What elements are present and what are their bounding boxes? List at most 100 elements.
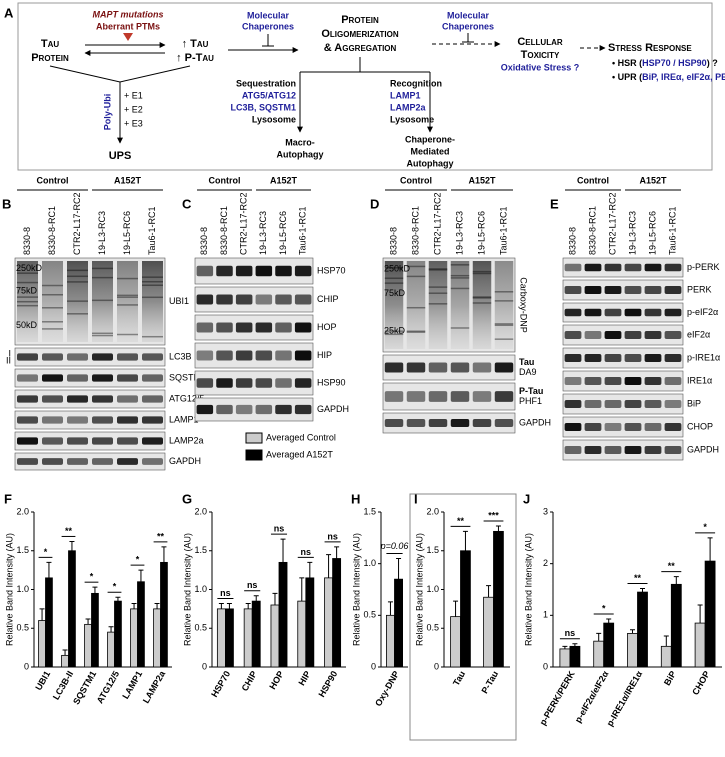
smear [142, 261, 163, 342]
lane-label: 19-L3-RC3 [627, 211, 637, 255]
bar [107, 631, 115, 668]
band [564, 400, 582, 408]
band [624, 286, 642, 294]
lane-label: 8330-8-RC1 [587, 206, 597, 255]
band [142, 458, 163, 465]
bar [45, 577, 53, 668]
band [664, 263, 682, 272]
band [664, 400, 682, 408]
lane-label: CTR2-L17-RC2 [607, 192, 617, 255]
group-label: Control [400, 175, 432, 185]
label: LAMP1 [390, 90, 421, 100]
label: Poly-Ubi [102, 94, 112, 131]
band-label: LC3B [169, 351, 192, 361]
marker-label: 50kD [16, 320, 38, 330]
band [235, 350, 253, 361]
band [67, 281, 88, 283]
band-label: CHIP [317, 294, 339, 304]
band-label: eIF2α [687, 329, 710, 339]
significance-label: * [90, 572, 94, 582]
band [117, 374, 138, 382]
band [142, 416, 163, 424]
significance-label: * [703, 522, 707, 532]
band-label: Carboxy-DNP [519, 277, 529, 333]
band [142, 284, 163, 287]
band [117, 296, 138, 298]
band [564, 308, 582, 317]
label: Aberrant PTMs [96, 21, 160, 31]
connector [299, 57, 431, 132]
bar [160, 561, 168, 668]
error-bar [115, 596, 121, 602]
y-tick-label: 1.0 [194, 584, 207, 594]
group-label: Control [209, 175, 241, 185]
lane-label: 19-L5-RC6 [647, 211, 657, 255]
group-label: A152T [114, 175, 142, 185]
smear [428, 261, 448, 349]
band-label: GAPDH [519, 417, 551, 427]
lane-label: 19-L3-RC3 [258, 211, 268, 255]
upr-line: • UPR (BiP, IREα, eIF2α, PERK) ? [612, 72, 725, 82]
error-bar [640, 587, 645, 593]
arrow-icon [123, 33, 133, 41]
band-label: LAMP1 [169, 414, 199, 424]
band [92, 332, 113, 335]
band [142, 437, 163, 445]
label: + E3 [124, 118, 143, 128]
label: Toxicity [521, 49, 560, 61]
bar [84, 623, 92, 668]
band [644, 308, 662, 317]
y-tick-label: 1.0 [426, 584, 439, 594]
group-label: A152T [270, 175, 298, 185]
label: ) ? [707, 58, 718, 68]
lane-label: 8330-8-RC1 [47, 206, 57, 255]
x-tick-label: p-PERK/PERK [538, 669, 577, 727]
error-bar [253, 595, 259, 602]
band [664, 423, 682, 431]
band-label: Tau [519, 357, 534, 367]
band [604, 263, 622, 272]
band [67, 437, 88, 445]
band [17, 304, 38, 307]
band [450, 274, 470, 277]
band [92, 334, 113, 337]
panel-letter: I [414, 491, 418, 506]
band [584, 263, 602, 272]
significance-label: ** [634, 573, 642, 583]
error-bar [226, 602, 232, 609]
x-tick-label: HSP90 [316, 669, 339, 699]
significance-label: ** [457, 516, 465, 526]
band [664, 446, 682, 454]
label: ATG5/ATG12 [242, 90, 296, 100]
bar [460, 550, 471, 668]
band [17, 281, 38, 284]
lane-label: 19-L5-RC6 [122, 211, 132, 255]
lane-label: 8330-8 [22, 227, 32, 255]
band [450, 287, 470, 290]
band [67, 353, 88, 361]
band [42, 293, 63, 296]
panel-frame [409, 493, 517, 741]
x-tick-label: HIP [296, 669, 312, 687]
band [142, 353, 163, 361]
band [294, 404, 312, 415]
band [644, 423, 662, 431]
band [294, 378, 312, 388]
lane-label: Tau6-1-RC1 [147, 206, 157, 255]
blot-row [382, 257, 516, 353]
band [117, 294, 138, 297]
marker-label: 250kD [16, 263, 43, 273]
blot-row [194, 257, 314, 285]
bar [593, 640, 605, 668]
band [494, 291, 514, 293]
band [17, 395, 38, 403]
band [584, 400, 602, 408]
lane-label: 8330-8-RC1 [219, 206, 229, 255]
band [67, 313, 88, 315]
y-tick-label: 2.0 [426, 506, 439, 516]
band-label: PERK [687, 284, 712, 294]
band [494, 323, 514, 325]
significance-label: * [602, 603, 606, 613]
band [428, 268, 448, 270]
band [564, 423, 582, 431]
